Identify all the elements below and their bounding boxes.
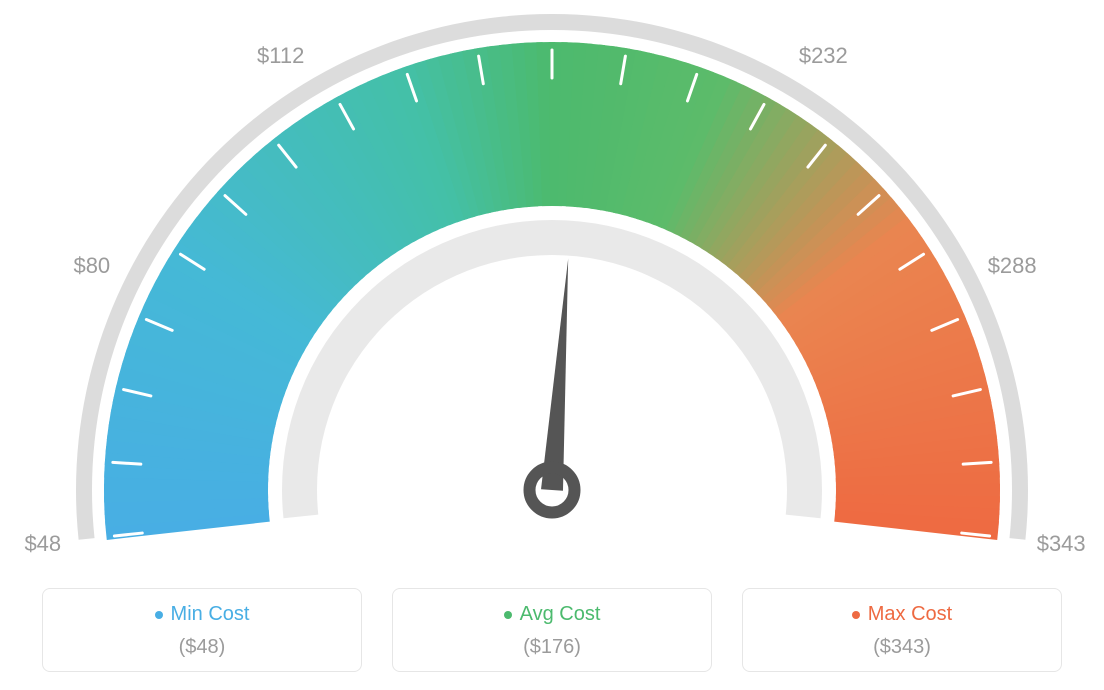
legend-value-min: ($48): [43, 636, 361, 659]
legend-card-avg: Avg Cost ($176): [392, 588, 712, 672]
cost-gauge: $48$80$112$176$232$288$343: [0, 0, 1104, 560]
legend-row: Min Cost ($48) Avg Cost ($176) Max Cost …: [0, 588, 1104, 672]
gauge-tick-label: $48: [24, 531, 61, 557]
legend-card-min: Min Cost ($48): [42, 588, 362, 672]
legend-value-max: ($343): [743, 636, 1061, 659]
gauge-tick-label: $112: [257, 43, 304, 69]
legend-title-max: Max Cost: [852, 603, 952, 626]
legend-card-max: Max Cost ($343): [742, 588, 1062, 672]
legend-dot-avg: [504, 611, 512, 619]
legend-label-min: Min Cost: [171, 603, 250, 626]
gauge-tick-label: $343: [1037, 531, 1086, 557]
gauge-svg: [0, 0, 1104, 560]
gauge-tick-label: $288: [988, 253, 1037, 279]
legend-label-avg: Avg Cost: [520, 603, 601, 626]
legend-dot-min: [155, 611, 163, 619]
legend-title-min: Min Cost: [155, 603, 250, 626]
gauge-tick-label: $232: [799, 43, 848, 69]
legend-value-avg: ($176): [393, 636, 711, 659]
gauge-tick-label: $80: [73, 253, 110, 279]
legend-dot-max: [852, 611, 860, 619]
legend-label-max: Max Cost: [868, 603, 952, 626]
legend-title-avg: Avg Cost: [504, 603, 601, 626]
